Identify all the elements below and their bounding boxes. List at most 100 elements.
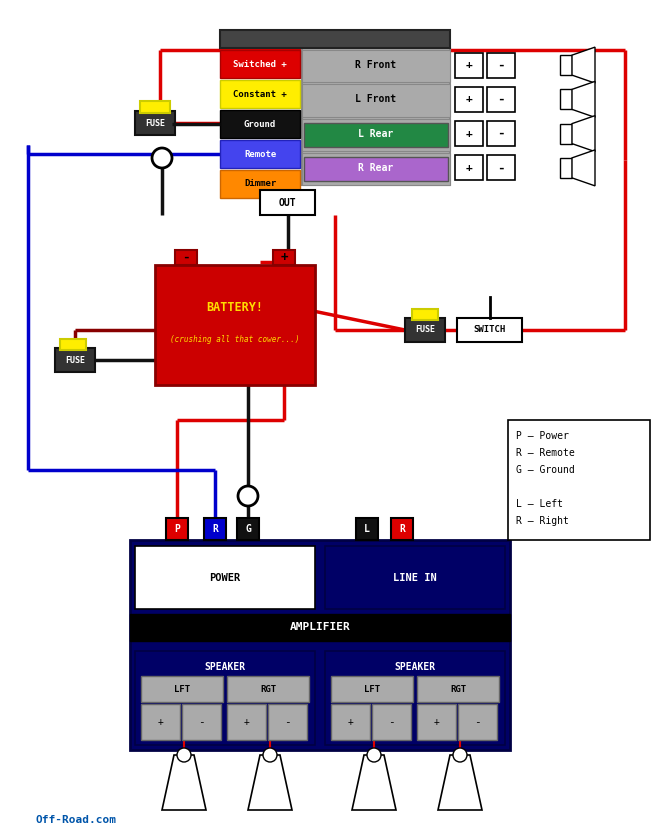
Text: SPEAKER: SPEAKER — [395, 662, 436, 671]
Text: OUT: OUT — [279, 197, 296, 207]
FancyBboxPatch shape — [417, 704, 456, 740]
FancyBboxPatch shape — [487, 121, 515, 146]
Text: Ground: Ground — [244, 119, 276, 129]
Text: L: L — [364, 524, 370, 534]
FancyBboxPatch shape — [141, 676, 223, 702]
Text: RGT: RGT — [450, 685, 466, 694]
FancyBboxPatch shape — [175, 250, 197, 265]
FancyBboxPatch shape — [135, 546, 315, 609]
FancyBboxPatch shape — [560, 55, 572, 75]
FancyBboxPatch shape — [487, 53, 515, 77]
FancyBboxPatch shape — [302, 118, 450, 150]
FancyBboxPatch shape — [417, 676, 499, 702]
FancyBboxPatch shape — [560, 123, 572, 144]
Text: POWER: POWER — [209, 573, 241, 583]
FancyBboxPatch shape — [135, 650, 315, 745]
Text: P – Power: P – Power — [516, 431, 569, 441]
FancyBboxPatch shape — [455, 155, 483, 181]
FancyBboxPatch shape — [457, 318, 522, 342]
Text: +: + — [158, 717, 164, 727]
Text: SPEAKER: SPEAKER — [205, 662, 246, 671]
FancyBboxPatch shape — [166, 518, 188, 540]
Circle shape — [453, 748, 467, 762]
FancyBboxPatch shape — [220, 30, 450, 48]
FancyBboxPatch shape — [220, 80, 300, 108]
Circle shape — [238, 486, 258, 506]
FancyBboxPatch shape — [220, 170, 300, 198]
Circle shape — [263, 748, 277, 762]
Text: +: + — [465, 94, 473, 104]
Polygon shape — [572, 150, 595, 186]
FancyBboxPatch shape — [60, 339, 86, 350]
FancyBboxPatch shape — [302, 48, 450, 185]
FancyBboxPatch shape — [331, 676, 413, 702]
FancyBboxPatch shape — [260, 190, 315, 215]
FancyBboxPatch shape — [220, 50, 300, 78]
Text: RGT: RGT — [260, 685, 276, 694]
FancyBboxPatch shape — [55, 348, 95, 372]
FancyBboxPatch shape — [220, 110, 300, 138]
Text: +: + — [465, 129, 473, 139]
Text: +: + — [348, 717, 354, 727]
FancyBboxPatch shape — [455, 53, 483, 77]
FancyBboxPatch shape — [412, 309, 438, 320]
Text: LFT: LFT — [174, 685, 190, 694]
FancyBboxPatch shape — [455, 121, 483, 146]
FancyBboxPatch shape — [455, 87, 483, 112]
Text: +: + — [465, 163, 473, 173]
FancyBboxPatch shape — [302, 50, 450, 82]
FancyBboxPatch shape — [268, 704, 307, 740]
Text: +: + — [280, 250, 288, 264]
Text: R Front: R Front — [356, 60, 397, 70]
FancyBboxPatch shape — [356, 518, 378, 540]
FancyBboxPatch shape — [302, 84, 450, 117]
Text: L Front: L Front — [356, 94, 397, 104]
Text: BATTERY!: BATTERY! — [207, 301, 263, 313]
Text: SWITCH: SWITCH — [473, 325, 506, 334]
Text: P: P — [174, 524, 180, 534]
Text: +: + — [244, 717, 249, 727]
FancyBboxPatch shape — [130, 613, 510, 641]
FancyBboxPatch shape — [304, 123, 448, 147]
Text: Constant +: Constant + — [233, 90, 287, 98]
Text: -: - — [284, 717, 291, 727]
Text: LINE IN: LINE IN — [393, 573, 437, 583]
Text: FUSE: FUSE — [415, 325, 435, 334]
FancyBboxPatch shape — [182, 704, 221, 740]
Polygon shape — [572, 116, 595, 152]
Polygon shape — [572, 81, 595, 118]
Text: Off-Road.com: Off-Road.com — [35, 815, 116, 825]
FancyBboxPatch shape — [227, 704, 266, 740]
Text: LFT: LFT — [364, 685, 380, 694]
Text: +: + — [434, 717, 440, 727]
Text: Remote: Remote — [244, 150, 276, 159]
FancyBboxPatch shape — [155, 265, 315, 385]
Text: R: R — [399, 524, 405, 534]
Text: R: R — [212, 524, 218, 534]
Text: (crushing all that cower...): (crushing all that cower...) — [170, 335, 300, 344]
Polygon shape — [438, 755, 482, 810]
FancyBboxPatch shape — [220, 140, 300, 168]
FancyBboxPatch shape — [487, 155, 515, 181]
FancyBboxPatch shape — [391, 518, 413, 540]
Text: R Rear: R Rear — [358, 163, 393, 173]
Text: -: - — [182, 250, 190, 264]
Text: -: - — [388, 717, 395, 727]
Circle shape — [152, 148, 172, 168]
FancyBboxPatch shape — [325, 650, 505, 745]
Polygon shape — [352, 755, 396, 810]
Circle shape — [177, 748, 191, 762]
Text: -: - — [497, 161, 505, 175]
Text: -: - — [497, 59, 505, 71]
Text: G – Ground: G – Ground — [516, 465, 575, 475]
Text: -: - — [497, 93, 505, 106]
Text: +: + — [465, 60, 473, 70]
FancyBboxPatch shape — [204, 518, 226, 540]
FancyBboxPatch shape — [372, 704, 411, 740]
Text: FUSE: FUSE — [145, 118, 165, 128]
Text: Dimmer: Dimmer — [244, 180, 276, 188]
FancyBboxPatch shape — [140, 101, 170, 113]
FancyBboxPatch shape — [405, 318, 445, 342]
Text: AMPLIFIER: AMPLIFIER — [290, 622, 350, 633]
Circle shape — [367, 748, 381, 762]
